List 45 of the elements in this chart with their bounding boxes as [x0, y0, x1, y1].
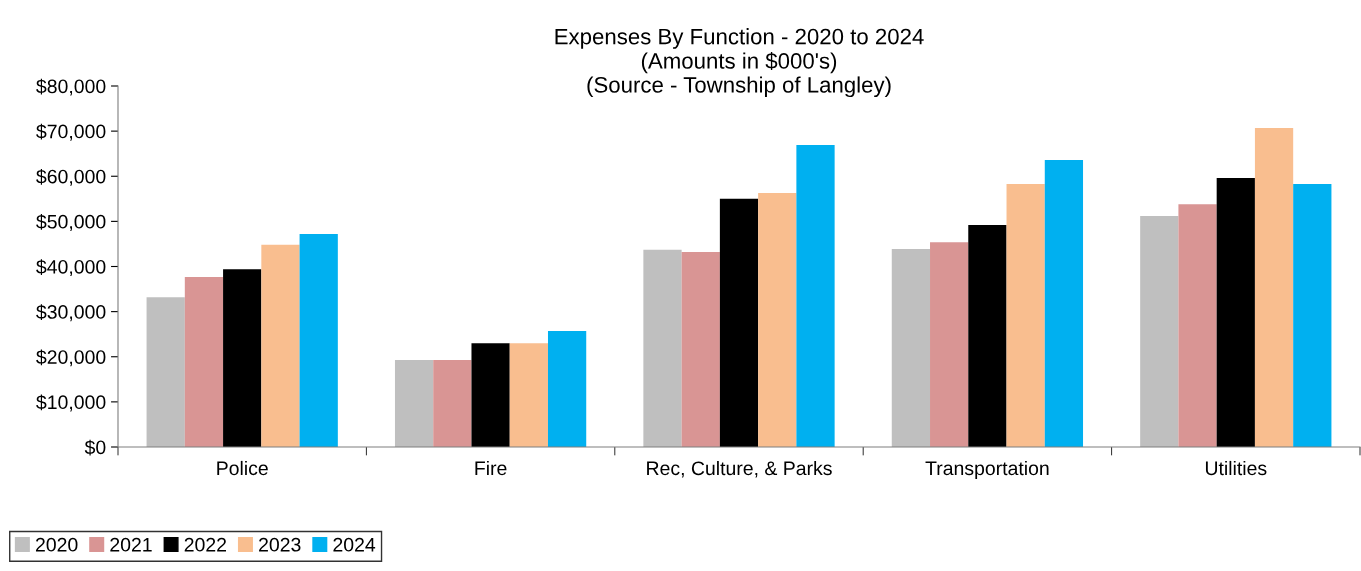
bar — [796, 145, 835, 447]
bar — [681, 252, 720, 447]
bar — [1044, 160, 1084, 447]
y-tick-label: $10,000 — [36, 394, 106, 412]
y-tick-label: $70,000 — [36, 123, 106, 141]
bar — [299, 234, 338, 447]
x-tick-label: Fire — [475, 460, 507, 476]
bar — [930, 242, 969, 447]
bar — [1254, 127, 1294, 447]
x-tick-label: Utilities — [1205, 460, 1267, 476]
bar — [968, 224, 1007, 447]
bar — [719, 198, 759, 447]
y-tick-label: $20,000 — [36, 349, 106, 367]
bar — [1293, 183, 1332, 447]
bar — [261, 244, 300, 447]
bar — [433, 359, 472, 447]
bar — [394, 359, 434, 447]
bar — [184, 276, 224, 447]
y-tick-label: $80,000 — [36, 78, 106, 96]
legend-label: 2023 — [259, 537, 301, 552]
legend-label: 2024 — [333, 537, 376, 552]
legend-label: 2021 — [110, 537, 152, 552]
x-tick-label: Transportation — [925, 460, 1049, 480]
y-tick-label: $0 — [84, 439, 106, 456]
bar — [1178, 204, 1217, 447]
bar — [891, 248, 931, 447]
y-tick-label: $50,000 — [36, 214, 106, 231]
bar — [758, 192, 797, 447]
bar — [1006, 183, 1045, 447]
bar — [547, 331, 587, 447]
y-tick-label: $30,000 — [36, 304, 106, 322]
bar — [643, 249, 682, 447]
bar — [1216, 178, 1255, 447]
x-tick-label: Police — [217, 460, 268, 476]
legend-label: 2020 — [35, 537, 78, 552]
bar — [1140, 215, 1179, 447]
bar — [223, 269, 262, 447]
x-tick-label: Rec, Culture, & Parks — [647, 460, 832, 478]
bar — [509, 343, 548, 447]
legend-label: 2022 — [184, 537, 227, 552]
y-tick-label: $60,000 — [36, 168, 106, 186]
bar — [471, 343, 510, 447]
chart-title: Expenses By Function - 2020 to 2024 (Amounts in $000's) (Source - Township of Langley) — [555, 28, 924, 98]
bar — [146, 297, 185, 447]
y-tick-label: $40,000 — [36, 259, 106, 277]
